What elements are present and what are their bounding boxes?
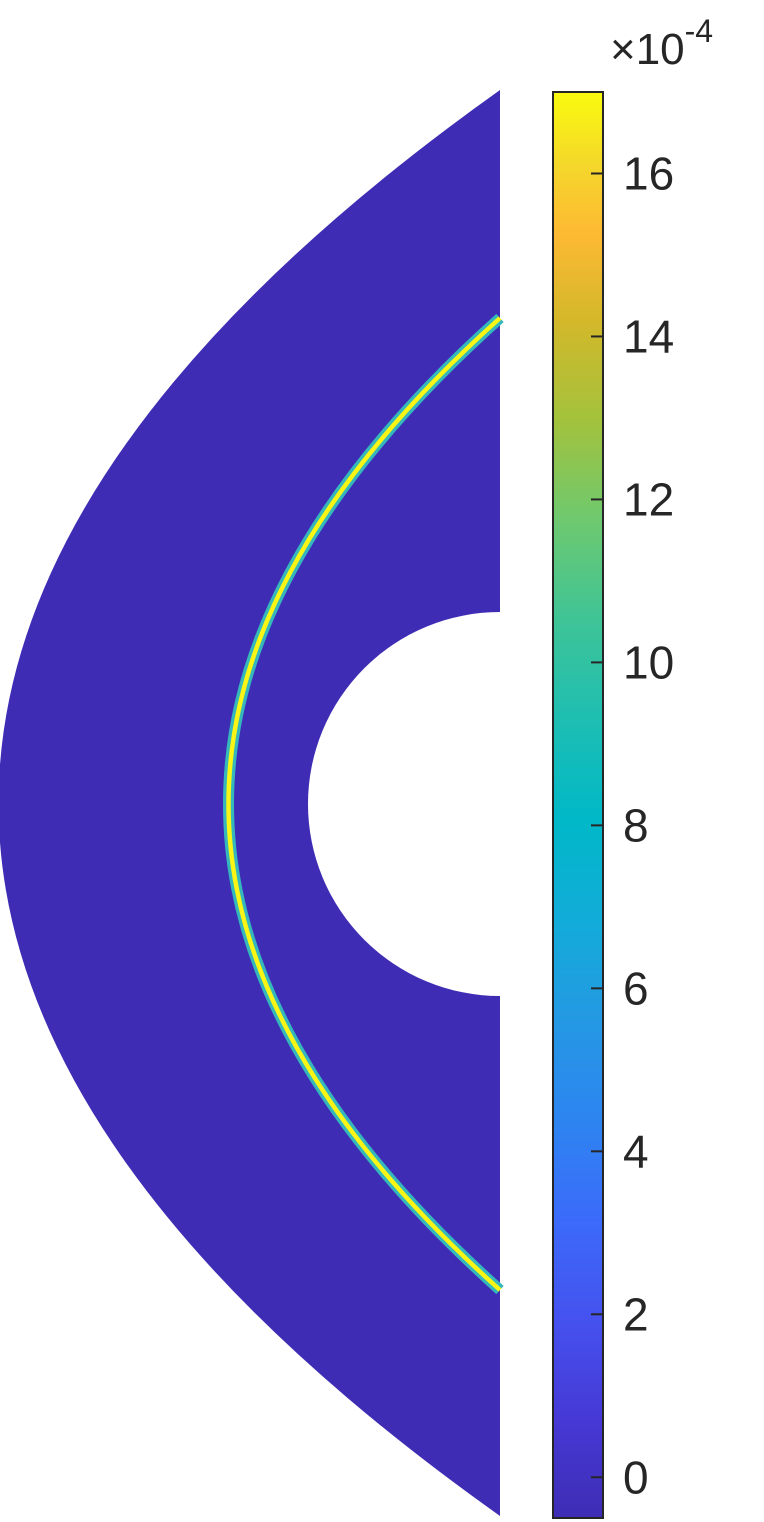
- colorbar-ticks: [591, 172, 603, 1479]
- colorbar-tick-label: 0: [623, 1451, 649, 1503]
- colorbar-border: [552, 91, 604, 1519]
- wavefront-inner: [226, 316, 502, 1292]
- colorbar-fill: [553, 92, 603, 1518]
- colorbar-tick-label: 14: [623, 310, 674, 362]
- colorbar-tick-label: 2: [623, 1288, 649, 1340]
- multiplier-base: ×10: [610, 25, 685, 74]
- colorbar: 0 2 4 6 8 10 12 14 16 ×10-4: [552, 13, 713, 1519]
- colorbar-tick-label: 4: [623, 1125, 649, 1177]
- colorbar-tick-labels: 0 2 4 6 8 10 12 14 16: [623, 147, 674, 1503]
- colorbar-tick-label: 12: [623, 473, 674, 525]
- field-region: [0, 90, 500, 1516]
- colorbar-tick-label: 6: [623, 962, 649, 1014]
- multiplier-exponent: -4: [685, 13, 713, 49]
- colorbar-tick-label: 10: [623, 636, 674, 688]
- colorbar-tick-label: 16: [623, 147, 674, 199]
- colorbar-tick-label: 8: [623, 799, 649, 851]
- colorbar-multiplier: ×10-4: [610, 13, 713, 74]
